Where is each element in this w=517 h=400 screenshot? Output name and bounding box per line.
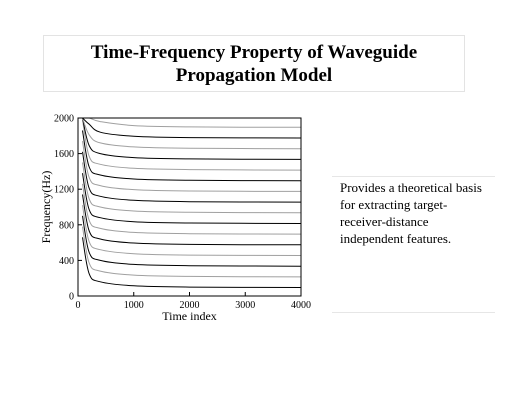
series-line-10 bbox=[82, 141, 301, 192]
slide-title-line-2: Propagation Model bbox=[175, 64, 333, 86]
x-tick-label-0: 0 bbox=[76, 300, 81, 311]
series-line-11 bbox=[82, 130, 301, 182]
series-line-16 bbox=[82, 118, 301, 128]
x-tick-label-3: 3000 bbox=[235, 300, 255, 311]
text-divider-top bbox=[332, 176, 495, 177]
series-line-5 bbox=[82, 194, 301, 246]
x-tick-label-2: 2000 bbox=[180, 300, 200, 311]
x-tick-label-4: 4000 bbox=[291, 300, 311, 311]
slide-title-box: Time-Frequency Property of Waveguide Pro… bbox=[43, 35, 465, 92]
y-tick-label-4: 1600 bbox=[54, 149, 74, 160]
series-line-7 bbox=[82, 173, 301, 224]
series-line-2 bbox=[82, 226, 301, 278]
y-tick-label-2: 800 bbox=[59, 220, 74, 231]
side-description: Provides a theoretical basis for extract… bbox=[340, 179, 500, 247]
series-line-6 bbox=[82, 183, 301, 235]
series-line-9 bbox=[82, 151, 301, 203]
side-text-line-1: Provides a theoretical basis bbox=[340, 180, 482, 195]
slide-title-line-1: Time-Frequency Property of Waveguide bbox=[90, 41, 418, 63]
text-divider-bottom bbox=[332, 312, 495, 313]
side-text-line-4: independent features. bbox=[340, 231, 452, 246]
series-line-8 bbox=[82, 162, 301, 214]
series-line-12 bbox=[82, 119, 301, 171]
y-tick-label-1: 400 bbox=[59, 256, 74, 267]
series-line-13 bbox=[82, 118, 301, 160]
y-tick-label-5: 2000 bbox=[54, 114, 74, 125]
y-tick-label-0: 0 bbox=[69, 292, 74, 303]
series-line-14 bbox=[82, 118, 301, 150]
x-tick-label-1: 1000 bbox=[124, 300, 144, 311]
y-tick-label-3: 1200 bbox=[54, 185, 74, 196]
x-axis-label: Time index bbox=[162, 309, 217, 323]
series-line-1 bbox=[82, 237, 301, 288]
series-line-4 bbox=[82, 205, 301, 256]
side-text-line-2: for extracting target- bbox=[340, 197, 448, 212]
side-text-line-3: receiver-distance bbox=[340, 214, 429, 229]
y-axis-label: Frequency(Hz) bbox=[39, 171, 53, 244]
series-line-15 bbox=[82, 118, 301, 139]
series-line-3 bbox=[82, 215, 301, 267]
